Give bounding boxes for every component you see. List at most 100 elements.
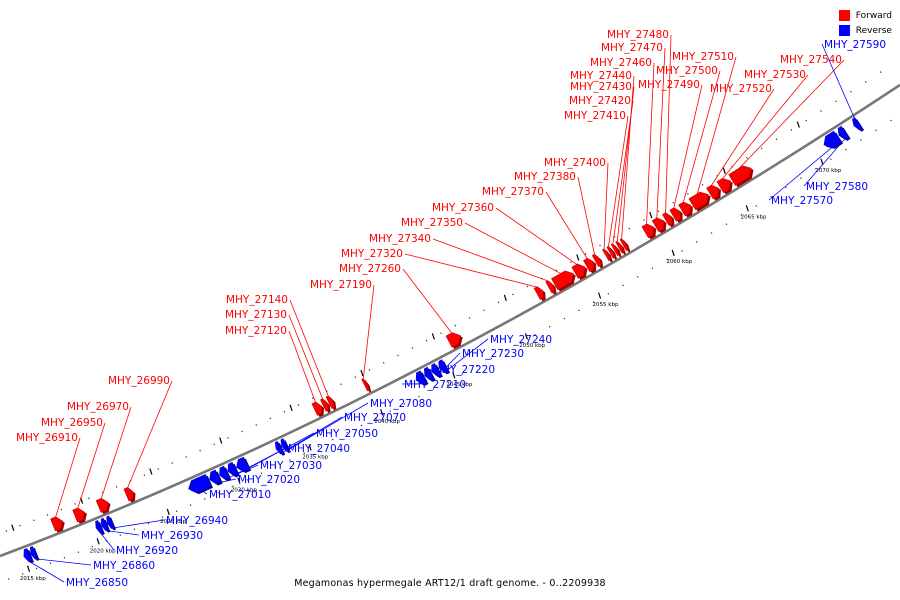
gene-label[interactable]: MHY_26930 [141,530,203,542]
gene-label[interactable]: MHY_27070 [344,412,406,424]
gene-label[interactable]: MHY_27510 [672,51,734,63]
mhy-27240-arrow[interactable] [438,359,449,374]
mhy-27040-arrow[interactable] [227,461,238,477]
gene-label[interactable]: MHY_27430 [570,81,632,93]
gene-label[interactable]: MHY_27400 [544,157,606,169]
mhy-27050-arrow[interactable] [236,456,250,472]
mhy-27220-arrow[interactable] [424,366,434,381]
gene-label[interactable]: MHY_27490 [638,79,700,91]
mhy-27140-arrow[interactable] [325,395,335,409]
mhy-27130-arrow[interactable] [320,398,329,412]
gene-label[interactable]: MHY_26910 [16,432,78,444]
gene-label[interactable]: MHY_27540 [780,54,842,66]
mhy-27530-arrow[interactable] [716,178,731,194]
mhy-27320-arrow[interactable] [533,286,544,301]
gene-label[interactable]: MHY_27530 [744,69,806,81]
gene-label[interactable]: MHY_27570 [771,195,833,207]
gene-label[interactable]: MHY_27050 [316,428,378,440]
leader-line [288,330,316,403]
mhy-27380-arrow[interactable] [591,253,602,268]
gene-label[interactable]: MHY_27340 [369,233,431,245]
gene-label[interactable]: MHY_26990 [108,375,170,387]
mhy-27430-arrow[interactable] [615,240,624,254]
mhy-27370-arrow[interactable] [583,257,595,273]
minor-tick [800,177,802,180]
mhy-27490-arrow[interactable] [669,207,681,222]
mhy-26920-arrow[interactable] [95,520,104,534]
mhy-27350-arrow[interactable] [551,270,574,291]
gene-label[interactable]: MHY_26970 [67,401,129,413]
mhy-26910-arrow[interactable] [50,516,63,532]
mhy-27510-arrow[interactable] [688,191,709,211]
mhy-26930-arrow[interactable] [100,517,109,532]
mhy-26850-arrow[interactable] [23,548,33,563]
mhy-27120-arrow[interactable] [311,401,323,416]
mhy-27030-arrow[interactable] [219,465,230,480]
mhy-26970-arrow[interactable] [95,498,109,513]
gene-label[interactable]: MHY_27190 [310,279,372,291]
mhy-27420-arrow[interactable] [610,243,620,257]
gene-label[interactable]: MHY_27040 [288,443,350,455]
gene-label[interactable]: MHY_27220 [433,364,495,376]
gene-label[interactable]: MHY_27230 [462,348,524,360]
mhy-27210-arrow[interactable] [415,370,427,385]
mhy-27340-arrow[interactable] [545,280,555,294]
gene-label[interactable]: MHY_27260 [339,263,401,275]
mhy-27010-arrow[interactable] [188,473,212,493]
mhy-27360-arrow[interactable] [571,263,586,279]
gene-label[interactable]: MHY_27080 [370,398,432,410]
gene-label[interactable]: MHY_27210 [404,379,466,391]
gene-label[interactable]: MHY_27480 [607,29,669,41]
mhy-27580-arrow[interactable] [837,125,849,140]
mhy-27590-arrow[interactable] [852,117,863,131]
gene-label[interactable]: MHY_26920 [116,545,178,557]
mhy-26940-arrow[interactable] [106,515,115,530]
gene-label[interactable]: MHY_26950 [41,417,103,429]
gene-label[interactable]: MHY_27360 [432,202,494,214]
gene-label[interactable]: MHY_27580 [806,181,868,193]
gene-label[interactable]: MHY_27320 [341,248,403,260]
minor-tick [143,474,146,476]
gene-label[interactable]: MHY_27140 [226,294,288,306]
mhy-27260-arrow[interactable] [445,332,461,348]
gene-label[interactable]: MHY_27500 [656,65,718,77]
mhy-27410-arrow[interactable] [606,245,616,259]
mhy-27230-arrow[interactable] [431,363,442,377]
gene-label[interactable]: MHY_27240 [490,334,552,346]
gene-label[interactable]: MHY_27440 [570,70,632,82]
gene-label[interactable]: MHY_27370 [482,186,544,198]
mhy-27190-arrow[interactable] [361,378,370,392]
gene-label[interactable]: MHY_27120 [225,325,287,337]
mhy-27570-arrow[interactable] [823,130,842,148]
gene-label[interactable]: MHY_27470 [601,42,663,54]
gene-label[interactable]: MHY_27380 [514,171,576,183]
mhy-26860-arrow[interactable] [30,545,38,560]
gene-label[interactable]: MHY_27520 [710,83,772,95]
mhy-27540-arrow[interactable] [728,165,752,186]
gene-label[interactable]: MHY_26940 [166,515,228,527]
gene-label[interactable]: MHY_27460 [590,57,652,69]
major-tick [745,205,749,212]
mhy-27440-arrow[interactable] [619,238,629,252]
mhy-26950-arrow[interactable] [72,507,86,523]
gene-label[interactable]: MHY_26860 [93,560,155,572]
mhy-27520-arrow[interactable] [706,184,720,200]
gene-label[interactable]: MHY_27030 [260,460,322,472]
mhy-27400-arrow[interactable] [602,248,611,262]
gene-label[interactable]: MHY_27010 [209,489,271,501]
mhy-27500-arrow[interactable] [678,201,691,217]
mhy-26990-arrow[interactable] [123,487,134,502]
gene-label[interactable]: MHY_27410 [564,110,626,122]
mhy-27470-arrow[interactable] [651,217,665,233]
mhy-27460-arrow[interactable] [641,223,655,239]
mhy-27020-arrow[interactable] [209,469,222,485]
gene-label[interactable]: MHY_27130 [225,309,287,321]
mhy-27070-arrow[interactable] [274,440,284,455]
mhy-27480-arrow[interactable] [662,212,673,227]
gene-label[interactable]: MHY_27590 [824,39,886,51]
gene-label[interactable]: MHY_26850 [66,577,128,589]
gene-label[interactable]: MHY_27420 [569,95,631,107]
mhy-27080-arrow[interactable] [280,438,290,452]
gene-label[interactable]: MHY_27350 [401,217,463,229]
gene-label[interactable]: MHY_27020 [238,474,300,486]
